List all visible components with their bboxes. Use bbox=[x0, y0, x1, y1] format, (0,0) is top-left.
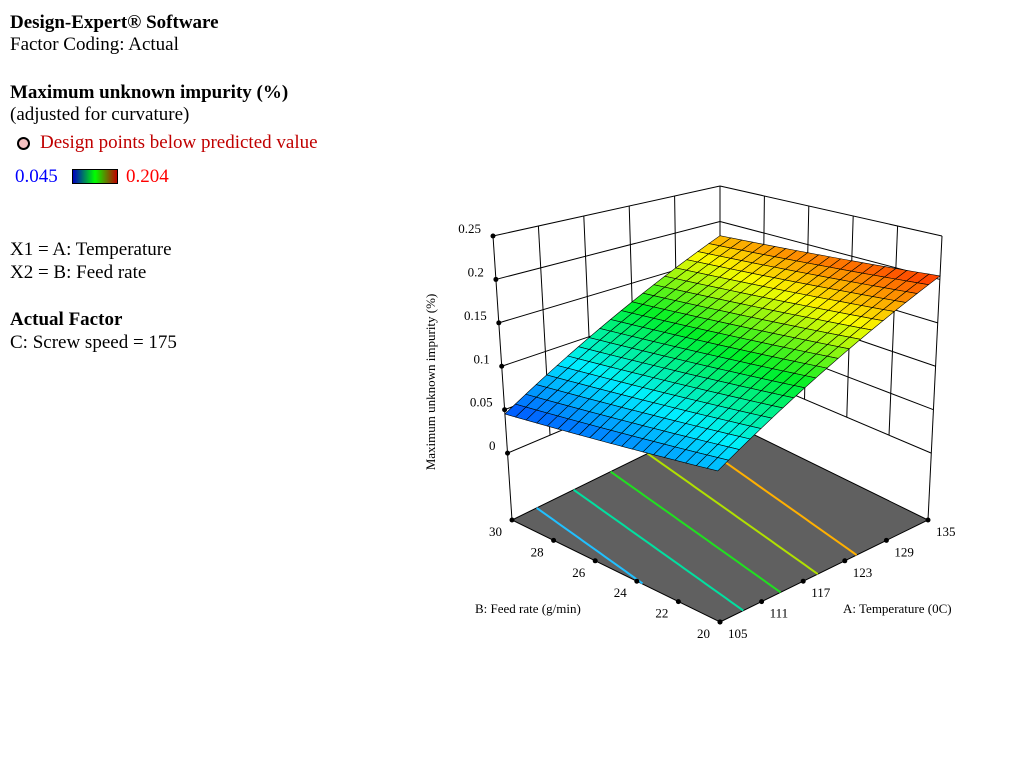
a-tick-mark bbox=[800, 578, 806, 584]
color-max-label: 0.204 bbox=[126, 166, 169, 187]
color-scale-bar bbox=[72, 169, 118, 184]
b-tick-mark bbox=[509, 517, 515, 523]
contour-line bbox=[536, 507, 644, 585]
b-tick-label: 28 bbox=[531, 544, 544, 559]
a-tick-label: 111 bbox=[770, 606, 789, 621]
z-tick-mark bbox=[496, 320, 502, 326]
b-tick-label: 22 bbox=[655, 606, 668, 621]
z-axis-title: Maximum unknown impurity (%) bbox=[423, 294, 438, 471]
z-tick-mark bbox=[499, 363, 505, 369]
a-tick-label: 123 bbox=[853, 565, 873, 580]
z-tick-mark bbox=[490, 233, 496, 239]
a-tick-mark bbox=[842, 558, 848, 564]
z-tick-label: 0.25 bbox=[458, 221, 481, 236]
design-points-legend: Design points below predicted value bbox=[40, 132, 318, 153]
contour-line bbox=[647, 452, 819, 575]
b-tick-mark bbox=[551, 537, 557, 543]
right-vertical-edge bbox=[927, 235, 943, 521]
z-axis-line bbox=[492, 235, 513, 521]
response-note: (adjusted for curvature) bbox=[10, 104, 190, 125]
a-tick-label: 105 bbox=[728, 626, 748, 641]
a-tick-label: 117 bbox=[811, 585, 831, 600]
x1-definition: X1 = A: Temperature bbox=[10, 239, 172, 260]
z-tick-mark bbox=[505, 450, 511, 456]
b-tick-label: 26 bbox=[572, 565, 586, 580]
response-title: Maximum unknown impurity (%) bbox=[10, 82, 289, 103]
b-axis-title: B: Feed rate (g/min) bbox=[475, 601, 581, 616]
right-wall-gridline bbox=[719, 185, 943, 237]
b-tick-mark bbox=[634, 578, 640, 584]
factor-coding: Factor Coding: Actual bbox=[10, 34, 179, 55]
color-min-label: 0.045 bbox=[15, 166, 58, 187]
a-tick-mark bbox=[883, 537, 889, 543]
b-tick-label: 20 bbox=[697, 626, 710, 641]
contour-line bbox=[610, 470, 782, 594]
a-tick-label: 135 bbox=[936, 524, 956, 539]
surface-cell bbox=[706, 457, 730, 472]
a-tick-mark bbox=[925, 517, 931, 523]
b-tick-label: 30 bbox=[489, 524, 502, 539]
b-tick-mark bbox=[675, 599, 681, 605]
left-wall-gridline bbox=[492, 185, 721, 237]
z-tick-label: 0.2 bbox=[468, 264, 484, 279]
z-tick-mark bbox=[493, 276, 499, 282]
actual-factor-value: C: Screw speed = 175 bbox=[10, 332, 177, 353]
z-tick-label: 0.05 bbox=[470, 395, 493, 410]
a-axis-title: A: Temperature (0C) bbox=[843, 601, 952, 616]
z-tick-label: 0.1 bbox=[473, 351, 489, 366]
a-tick-mark bbox=[759, 599, 765, 605]
actual-factor-title: Actual Factor bbox=[10, 309, 123, 330]
b-tick-mark bbox=[592, 558, 598, 564]
contour-line bbox=[573, 488, 744, 612]
b-tick-label: 24 bbox=[614, 585, 628, 600]
a-tick-mark bbox=[717, 619, 723, 625]
z-tick-mark bbox=[502, 407, 508, 413]
z-tick-label: 0.15 bbox=[464, 308, 487, 323]
x2-definition: X2 = B: Feed rate bbox=[10, 262, 147, 283]
z-tick-label: 0 bbox=[489, 438, 496, 453]
design-point-marker-icon bbox=[17, 137, 30, 150]
right-wall-vertical-gridline bbox=[888, 225, 899, 436]
left-wall-gridline bbox=[495, 220, 721, 280]
a-tick-label: 129 bbox=[894, 544, 914, 559]
software-title: Design-Expert® Software bbox=[10, 12, 219, 33]
